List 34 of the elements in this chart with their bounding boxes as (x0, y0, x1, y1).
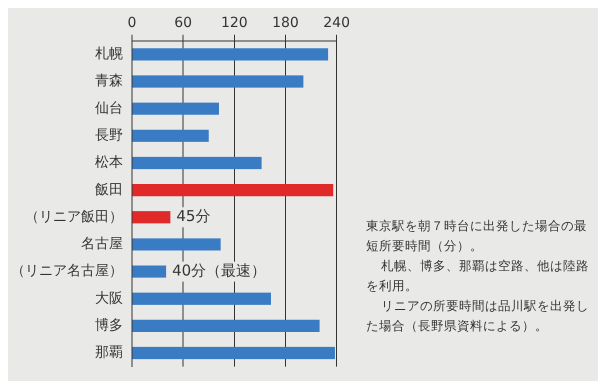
x-tick-label: 240 (323, 15, 350, 32)
y-tick-label: 長野 (95, 127, 123, 144)
y-tick-label: 那覇 (95, 344, 123, 361)
y-tick-label: （リニア名古屋） (11, 263, 123, 280)
bar (132, 48, 328, 60)
y-tick-label: 大阪 (95, 290, 123, 306)
text: 東京駅を朝７時台に出発した場合の最短所要時間（分）。 (366, 217, 588, 255)
y-tick-label: 名古屋 (81, 236, 123, 252)
bar (132, 346, 335, 360)
bar (132, 211, 170, 224)
y-tick-label: （リニア飯田） (25, 208, 123, 225)
data-label: 45分 (176, 207, 210, 226)
y-tick-label: 飯田 (95, 182, 123, 198)
x-tick-label: 60 (174, 15, 192, 32)
bar (132, 130, 209, 142)
text: リニアの所要時間は品川駅を出発した場合（長野県資料による）。 (366, 297, 590, 335)
y-tick-label: 青森 (95, 73, 123, 90)
bar (132, 238, 221, 251)
y-tick-label: 松本 (95, 154, 123, 171)
x-tick-label: 180 (272, 15, 299, 32)
y-tick-label: 札幌 (95, 46, 123, 62)
bar (132, 320, 320, 332)
bar (132, 292, 271, 305)
data-label: 40分（最速） (172, 261, 266, 280)
bar (132, 156, 262, 170)
text: 札幌、博多、那覇は空路、他は陸路を利用。 (366, 257, 590, 295)
x-tick-label: 120 (220, 15, 248, 32)
bar (132, 184, 334, 196)
bar (132, 265, 166, 278)
y-tick-label: 仙台 (95, 100, 123, 116)
bar (132, 75, 304, 88)
bar (132, 102, 219, 115)
y-tick-label: 博多 (95, 318, 123, 334)
x-tick-label: 0 (128, 15, 136, 32)
